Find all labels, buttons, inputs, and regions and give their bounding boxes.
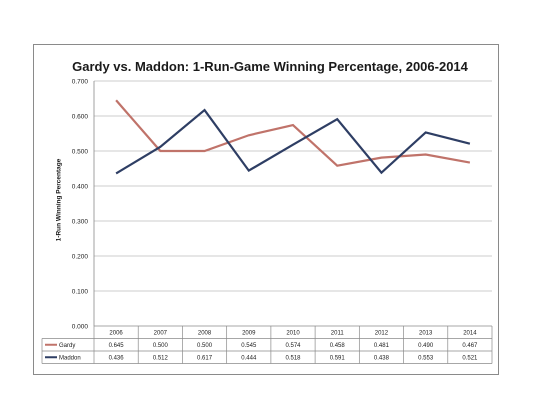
y-tick-label: 0.700 [72,78,89,85]
y-tick-label: 0.500 [72,148,89,155]
series-line-gardy [115,99,471,167]
data-label: 0.481 [374,343,390,349]
y-tick-label: 0.400 [72,183,89,190]
y-tick-label: 0.600 [72,113,89,120]
x-tick-label: 2009 [242,330,256,336]
x-tick-label: 2010 [286,330,300,336]
y-tick-label: 0.100 [72,288,89,295]
x-tick-label: 2008 [198,330,212,336]
data-label: 0.500 [153,343,169,349]
data-label: 0.553 [418,355,434,361]
x-tick-label: 2013 [419,330,433,336]
data-label: 0.521 [462,355,478,361]
y-tick-label: 0.300 [72,218,89,225]
data-label: 0.438 [374,355,390,361]
chart-frame [33,44,499,375]
data-label: 0.591 [330,355,346,361]
data-label: 0.444 [241,355,257,361]
data-label: 0.436 [109,355,125,361]
data-label: 0.500 [197,343,213,349]
y-tick-label: 0.000 [72,323,89,330]
series-line-maddon [115,108,471,175]
data-label: 0.617 [197,355,213,361]
x-tick-label: 2007 [154,330,168,336]
data-label: 0.512 [153,355,169,361]
legend-entry-gardy: Gardy [59,343,75,349]
data-label: 0.574 [285,343,301,349]
x-tick-label: 2014 [463,330,477,336]
data-label: 0.458 [330,343,346,349]
chart-title: Gardy vs. Maddon: 1-Run-Game Winning Per… [72,59,468,74]
y-tick-label: 0.200 [72,253,89,260]
data-label: 0.490 [418,343,434,349]
x-tick-label: 2006 [109,330,123,336]
legend-entry-maddon: Maddon [59,355,81,361]
data-label: 0.545 [241,343,257,349]
data-label: 0.518 [285,355,301,361]
data-label: 0.645 [109,343,125,349]
x-tick-label: 2012 [375,330,389,336]
data-label: 0.467 [462,343,478,349]
x-tick-label: 2011 [331,330,345,336]
